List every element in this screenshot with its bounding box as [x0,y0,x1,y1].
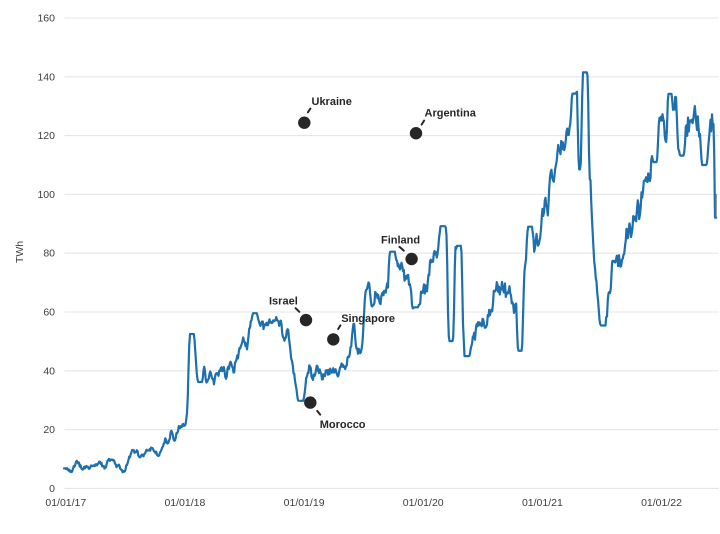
svg-text:160: 160 [37,13,55,25]
svg-text:01/01/22: 01/01/22 [641,497,682,509]
svg-text:60: 60 [43,307,55,319]
svg-text:100: 100 [37,189,55,201]
svg-text:80: 80 [43,248,55,260]
svg-text:Finland: Finland [381,235,420,247]
svg-text:Singapore: Singapore [341,313,395,325]
svg-text:01/01/17: 01/01/17 [45,497,86,509]
svg-text:0: 0 [49,483,55,495]
svg-text:20: 20 [43,424,55,436]
svg-text:Argentina: Argentina [425,108,477,120]
svg-text:Morocco: Morocco [320,419,366,431]
svg-text:Ukraine: Ukraine [312,96,352,108]
svg-text:01/01/19: 01/01/19 [284,497,325,509]
svg-text:01/01/21: 01/01/21 [522,497,563,509]
svg-text:40: 40 [43,365,55,377]
svg-text:01/01/18: 01/01/18 [164,497,205,509]
svg-text:120: 120 [37,130,55,142]
svg-text:140: 140 [37,71,55,83]
svg-text:TWh: TWh [14,241,26,263]
svg-text:Israel: Israel [269,296,298,308]
svg-text:01/01/20: 01/01/20 [403,497,444,509]
